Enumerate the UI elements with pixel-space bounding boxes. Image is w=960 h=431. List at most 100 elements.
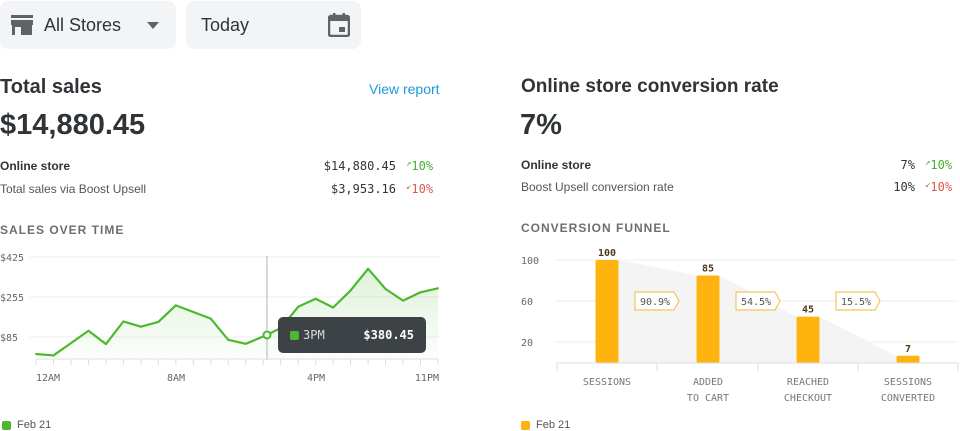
y-tick-label: 100: [521, 256, 539, 267]
funnel-bar: [896, 355, 920, 363]
data-point: [52, 354, 55, 357]
change-value: 10%: [411, 159, 434, 173]
row-value: 7%: [900, 158, 915, 172]
funnel-legend: Feb 21: [521, 419, 570, 431]
change-down: ↙10%: [406, 182, 440, 196]
chevron-down-icon: [147, 22, 159, 29]
funnel-bar: [595, 260, 619, 363]
category-label: SESSIONS: [884, 377, 932, 388]
data-point: [297, 305, 300, 308]
arrow-down-left-icon: ↙: [925, 180, 931, 190]
legend-swatch: [521, 420, 530, 430]
data-point: [209, 317, 212, 320]
legend-swatch: [2, 420, 11, 430]
bar-data-label: 85: [702, 263, 714, 274]
y-tick-label: $85: [0, 333, 18, 344]
hover-marker: [262, 330, 272, 340]
funnel-shade: [618, 260, 920, 363]
data-point: [174, 304, 177, 307]
data-point: [122, 320, 125, 323]
y-tick-label: 20: [521, 338, 533, 349]
data-point: [437, 287, 439, 290]
funnel-bar: [796, 316, 820, 363]
conversion-rate-badge: [634, 291, 680, 311]
category-label: CHECKOUT: [784, 393, 832, 404]
change-value: 10%: [930, 158, 953, 172]
data-point: [244, 342, 247, 345]
data-point: [227, 338, 230, 341]
change-up: ↗10%: [925, 158, 959, 172]
view-report-link[interactable]: View report: [369, 81, 440, 97]
tooltip-value: $380.45: [363, 328, 414, 342]
data-point: [35, 353, 37, 356]
data-point: [367, 267, 370, 270]
data-point: [332, 306, 335, 309]
arrow-up-right-icon: ↗: [406, 159, 412, 169]
data-point: [314, 297, 317, 300]
conversion-rate-badge: [835, 291, 881, 311]
x-tick-label: 12AM: [36, 373, 60, 384]
data-point: [402, 299, 405, 302]
change-value: 10%: [930, 180, 953, 194]
conversion-value: 7%: [520, 109, 562, 141]
x-tick-label: 4PM: [307, 373, 325, 384]
store-selector[interactable]: All Stores: [0, 1, 176, 49]
conversion-row-boost: Boost Upsell conversion rate 10% ↙10%: [521, 180, 959, 194]
x-tick-label: 8AM: [167, 373, 185, 384]
conversion-row-online: Online store 7% ↗10%: [521, 158, 959, 172]
bar-data-label: 7: [905, 344, 911, 355]
funnel-bar: [696, 275, 720, 363]
x-tick-label: 11PM: [415, 373, 439, 384]
date-selector[interactable]: Today: [186, 1, 361, 49]
conversion-rate-label: 15.5%: [841, 297, 871, 308]
store-icon: [11, 15, 33, 35]
row-value: $14,880.45: [323, 159, 396, 173]
date-label: Today: [201, 14, 250, 35]
store-label: All Stores: [44, 14, 122, 35]
row-value: 10%: [893, 180, 915, 194]
row-value: $3,953.16: [330, 182, 396, 196]
change-down: ↙10%: [925, 180, 959, 194]
data-point: [69, 342, 72, 345]
data-point: [384, 287, 387, 290]
data-point: [349, 289, 352, 292]
conversion-title: Online store conversion rate: [521, 76, 779, 97]
sales-row-boost: Total sales via Boost Upsell $3,953.16 ↙…: [0, 182, 440, 196]
category-label: CONVERTED: [881, 393, 935, 404]
series-line: [35, 267, 439, 357]
conversion-rate-label: 90.9%: [640, 297, 670, 308]
calendar-icon: [328, 13, 350, 37]
data-point: [104, 343, 107, 346]
series-swatch: [290, 330, 299, 340]
y-tick-label: 60: [521, 297, 533, 308]
category-label: TO CART: [687, 393, 729, 404]
row-label: Total sales via Boost Upsell: [0, 182, 147, 196]
data-point: [192, 311, 195, 314]
row-label: Boost Upsell conversion rate: [521, 180, 674, 194]
legend-label: Feb 21: [536, 419, 571, 431]
conversion-rate-badge: [735, 291, 781, 311]
conversion-rate-label: 54.5%: [741, 297, 771, 308]
arrow-down-left-icon: ↙: [406, 182, 412, 192]
category-label: REACHED: [787, 377, 829, 388]
change-up: ↗10%: [406, 159, 440, 173]
total-sales-value: $14,880.45: [0, 109, 146, 141]
sales-legend: Feb 21: [2, 419, 51, 431]
conversion-funnel-heading: CONVERSION FUNNEL: [521, 221, 671, 235]
category-label: ADDED: [693, 377, 723, 388]
row-label: Online store: [521, 158, 592, 172]
funnel-bar-chart: 100 60 20 100 SESSIONS 85 ADDED TO CART 45 REA…: [521, 248, 959, 404]
sales-over-time-heading: SALES OVER TIME: [0, 223, 125, 237]
data-point: [157, 320, 160, 323]
total-sales-title: Total sales: [0, 76, 102, 98]
chart-tooltip: 3PM $380.45: [278, 317, 426, 353]
data-point: [139, 325, 142, 328]
tooltip-time: 3PM: [303, 328, 325, 342]
category-label: SESSIONS: [583, 377, 631, 388]
data-point: [419, 291, 422, 294]
sales-row-online: Online store $14,880.45 ↗10%: [0, 159, 440, 173]
legend-label: Feb 21: [17, 419, 52, 431]
row-label: Online store: [0, 159, 71, 173]
bar-data-label: 100: [598, 248, 616, 259]
data-point: [87, 329, 90, 332]
